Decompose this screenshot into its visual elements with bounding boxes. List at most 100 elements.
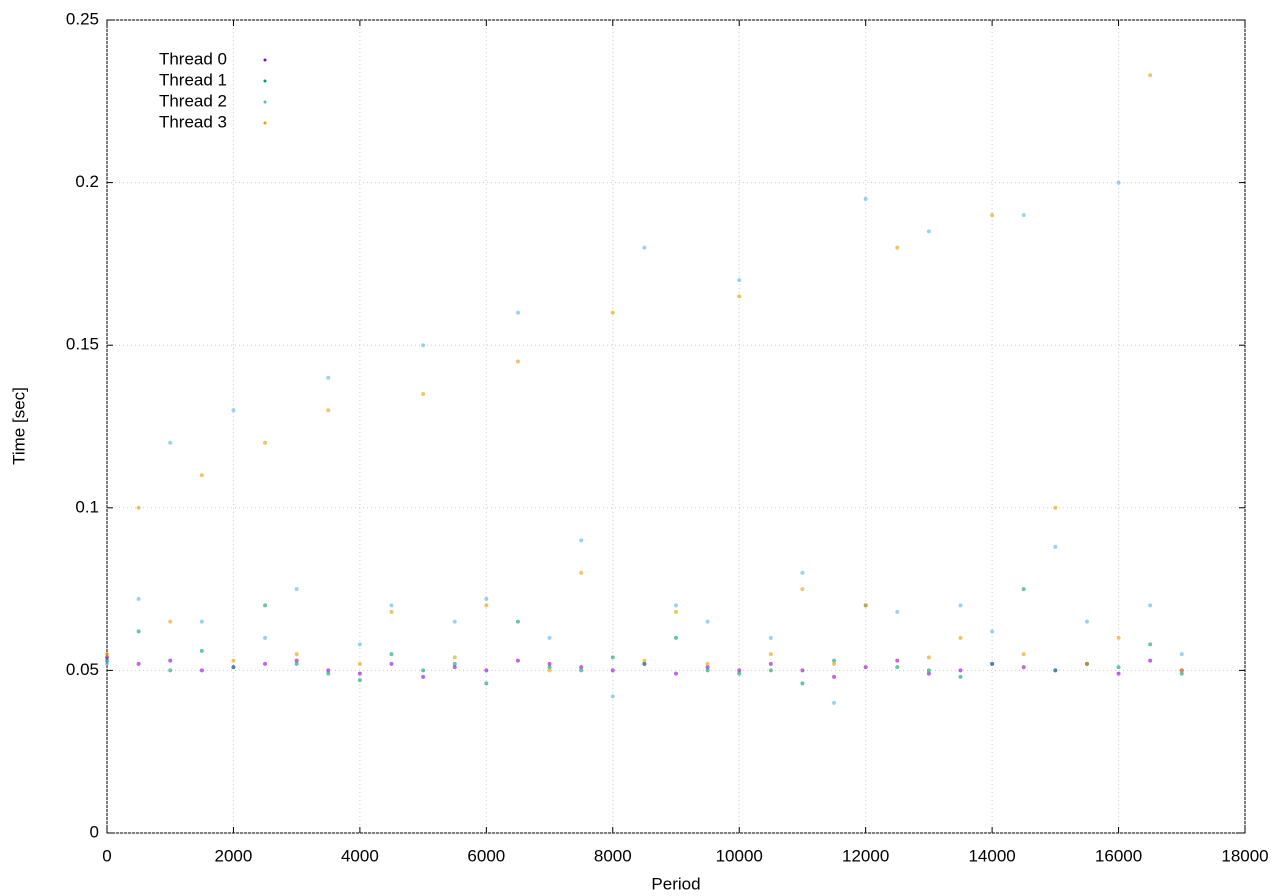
point xyxy=(1021,652,1026,657)
point xyxy=(579,668,584,673)
legend-marker xyxy=(263,79,267,83)
point xyxy=(294,658,299,663)
point xyxy=(231,408,236,413)
point xyxy=(958,603,963,608)
point xyxy=(800,681,805,686)
point xyxy=(1021,587,1026,592)
point xyxy=(610,694,615,699)
point xyxy=(832,674,837,679)
point xyxy=(1116,180,1121,185)
point xyxy=(547,668,552,673)
point xyxy=(674,603,678,608)
point xyxy=(958,668,963,673)
point xyxy=(231,658,236,663)
point xyxy=(926,671,931,676)
y-tick-label: 0.2 xyxy=(75,172,99,191)
point xyxy=(990,629,995,634)
x-axis-label: Period xyxy=(651,874,700,893)
point xyxy=(515,359,520,364)
point xyxy=(484,596,489,601)
point xyxy=(547,635,552,640)
point xyxy=(421,668,426,673)
point xyxy=(1084,619,1089,624)
point xyxy=(863,196,868,201)
point xyxy=(863,665,868,670)
y-tick-label: 0.15 xyxy=(66,335,99,354)
point xyxy=(105,658,109,663)
point xyxy=(926,668,931,673)
point xyxy=(326,408,331,413)
point xyxy=(136,629,141,634)
point xyxy=(199,473,204,478)
point xyxy=(452,655,457,660)
x-tick-label: 4000 xyxy=(341,846,379,865)
point xyxy=(1053,544,1058,549)
point xyxy=(958,635,963,640)
point xyxy=(642,658,647,663)
plot-frame xyxy=(106,19,1246,834)
x-tick-label: 12000 xyxy=(842,846,889,865)
legend-label: Thread 2 xyxy=(159,91,227,110)
point xyxy=(484,668,489,673)
point xyxy=(326,375,331,380)
legend-marker xyxy=(263,121,267,125)
point xyxy=(168,619,173,624)
point xyxy=(895,658,900,663)
point xyxy=(136,661,141,666)
point xyxy=(105,652,109,657)
point xyxy=(737,671,742,676)
point xyxy=(1053,505,1058,510)
point xyxy=(326,671,331,676)
point xyxy=(832,700,837,705)
point xyxy=(263,603,268,608)
point xyxy=(579,538,584,543)
point xyxy=(642,661,647,666)
point xyxy=(199,668,204,673)
point xyxy=(294,652,299,657)
point xyxy=(389,652,394,657)
point xyxy=(357,642,362,647)
point xyxy=(705,661,710,666)
point xyxy=(515,658,520,663)
point xyxy=(105,655,109,660)
point xyxy=(895,665,900,670)
point xyxy=(294,661,299,666)
x-tick-label: 6000 xyxy=(467,846,505,865)
point xyxy=(484,603,489,608)
x-tick-label: 16000 xyxy=(1095,846,1142,865)
point xyxy=(610,655,615,660)
x-tick-label: 18000 xyxy=(1221,846,1268,865)
point xyxy=(1116,671,1121,676)
point xyxy=(1179,668,1184,673)
y-tick-label: 0 xyxy=(90,822,99,841)
legend-label: Thread 1 xyxy=(159,70,227,89)
point xyxy=(452,665,457,670)
legend-marker xyxy=(263,100,267,104)
y-tick-label: 0.25 xyxy=(66,9,99,28)
point xyxy=(800,587,805,592)
point xyxy=(610,668,615,673)
point xyxy=(136,596,141,601)
point xyxy=(515,310,520,315)
x-tick-label: 2000 xyxy=(215,846,253,865)
point xyxy=(768,668,773,673)
point xyxy=(263,661,268,666)
point xyxy=(547,665,552,670)
y-tick-label: 0.1 xyxy=(75,497,99,516)
point xyxy=(421,343,426,348)
x-tick-label: 10000 xyxy=(716,846,763,865)
point xyxy=(926,655,931,660)
point xyxy=(990,213,995,218)
point xyxy=(105,661,109,666)
point xyxy=(389,661,394,666)
point xyxy=(674,671,678,676)
point xyxy=(863,603,868,608)
point xyxy=(642,245,647,250)
point xyxy=(199,619,204,624)
point xyxy=(357,671,362,676)
point xyxy=(1148,658,1153,663)
point xyxy=(357,678,362,683)
point xyxy=(231,665,236,670)
point xyxy=(357,661,362,666)
